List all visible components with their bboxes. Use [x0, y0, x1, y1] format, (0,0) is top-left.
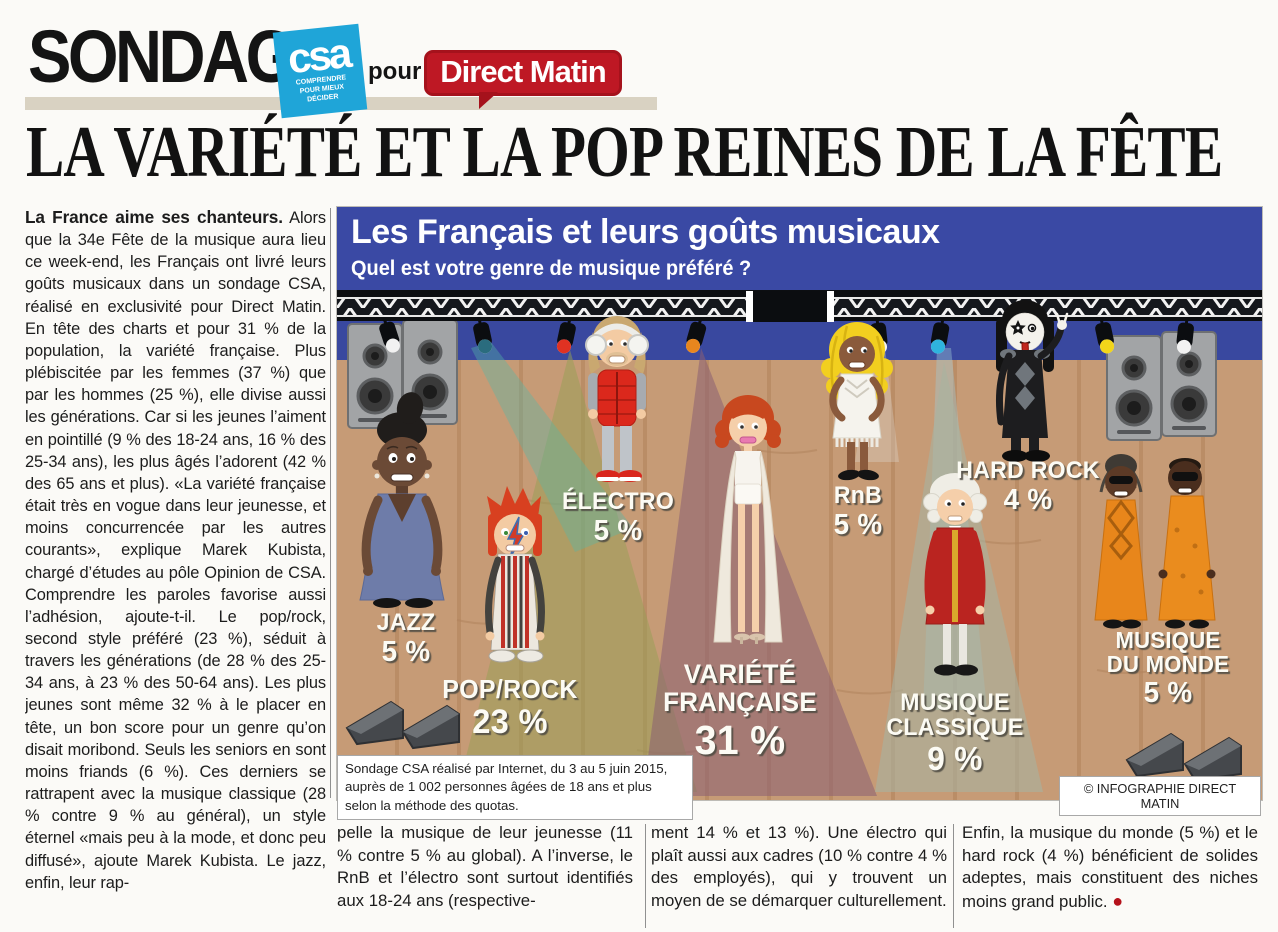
label-jazz: JAZZ 5 %	[376, 609, 436, 669]
column-divider	[645, 824, 646, 928]
spotlight-icons	[376, 315, 1195, 355]
column-divider	[330, 208, 331, 798]
world-music-duo-illustration	[1094, 454, 1216, 629]
article-bottom-column-1: pelle la musique de leur jeunesse (11 % …	[337, 823, 633, 910]
infographic-credit: © INFOGRAPHIE DIRECT MATIN	[1059, 776, 1261, 816]
spotlight-icon	[1093, 316, 1117, 355]
csa-logo-text: csa	[285, 28, 352, 82]
pour-label: pour	[368, 58, 422, 85]
label-variete-francaise: VARIÉTÉ FRANÇAISE 31 %	[663, 659, 817, 763]
page-title: LA VARIÉTÉ ET LA POP REINES DE LA FÊTE	[26, 111, 1223, 192]
spotlight-icon	[928, 316, 951, 355]
article-lead-in: La France aime ses chanteurs.	[25, 207, 283, 227]
variete-singer-illustration	[713, 395, 783, 644]
pop-rock-singer-illustration	[485, 486, 545, 663]
jazz-singer-illustration	[359, 392, 445, 608]
label-musique-classique: MUSIQUE CLASSIQUE 9 %	[886, 689, 1024, 778]
article-body-text: Alors que la 34e Fête de la musique aura…	[25, 209, 326, 892]
hard-rock-singer-illustration	[996, 300, 1069, 462]
spotlight-icon	[554, 316, 578, 355]
infographic-title: Les Français et leurs goûts musicaux	[351, 213, 940, 251]
article-bottom-column-3-text: Enfin, la musique du monde (5 %) et le h…	[962, 823, 1258, 911]
label-pop-rock: POP/ROCK 23 %	[442, 674, 578, 742]
direct-matin-logo: Direct Matin	[424, 50, 622, 109]
spotlight-icon	[683, 315, 709, 355]
article-bottom-column-2: ment 14 % et 13 %). Une électro qui plaî…	[651, 823, 947, 910]
speaker-stack-right	[1105, 330, 1218, 442]
article-bottom-column-3: Enfin, la musique du monde (5 %) et le h…	[962, 822, 1258, 913]
infographic-source-note: Sondage CSA réalisé par Internet, du 3 a…	[337, 755, 693, 821]
infographic: Les Français et leurs goûts musicaux Que…	[336, 206, 1263, 821]
csa-logo: csa COMPRENDRE POUR MIEUX DÉCIDER	[272, 23, 368, 119]
article-end-mark: ●	[1112, 890, 1124, 911]
label-electro: ÉLECTRO 5 %	[561, 488, 675, 548]
csa-tagline: COMPRENDRE POUR MIEUX DÉCIDER	[295, 74, 347, 104]
lighting-truss	[337, 290, 1262, 322]
classical-composer-illustration	[923, 473, 987, 676]
electro-dj-illustration	[585, 316, 649, 482]
label-musique-du-monde: MUSIQUE DU MONDE 5 %	[1106, 627, 1230, 710]
label-hard-rock: HARD ROCK 4 %	[956, 457, 1100, 517]
column-divider	[953, 824, 954, 928]
label-rnb: RnB 5 %	[833, 482, 883, 542]
infographic-header: Les Français et leurs goûts musicaux Que…	[337, 207, 1262, 290]
article-left-column: La France aime ses chanteurs. Alors que …	[25, 206, 326, 930]
infographic-subtitle: Quel est votre genre de musique préféré …	[351, 257, 752, 280]
stage-illustration	[337, 290, 1262, 800]
rnb-singer-illustration	[821, 322, 893, 481]
spotlight-icon	[471, 316, 495, 355]
